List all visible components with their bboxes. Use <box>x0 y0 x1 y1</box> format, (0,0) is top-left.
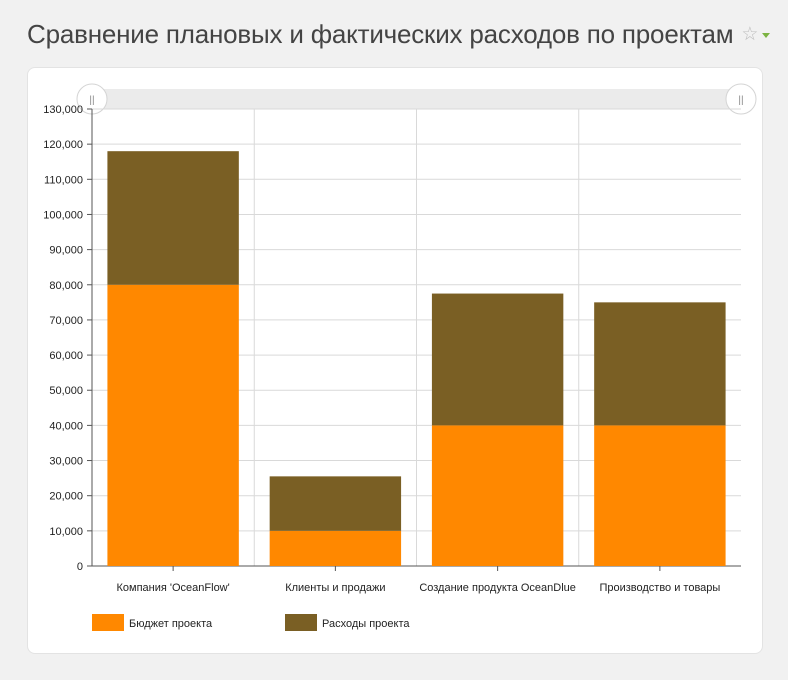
stacked-bar-chart: || || 0 10,000 20,000 30,000 40,000 50,000 60,00… <box>43 83 757 631</box>
header: Сравнение плановых и фактических расходо… <box>27 14 771 54</box>
bar-budget-0[interactable] <box>107 284 239 566</box>
bar-expenses-2[interactable] <box>431 293 564 426</box>
legend-label-expenses[interactable]: Расходы проекта <box>322 618 410 630</box>
y-tick-label: 60,000 <box>49 350 83 362</box>
chart-card: || || 0 10,000 20,000 30,000 40,000 50,000 60,00… <box>27 67 763 654</box>
y-tick-label: 20,000 <box>49 491 83 503</box>
favorite-star-icon[interactable]: ☆ <box>741 23 759 45</box>
page-title: Сравнение плановых и фактических расходо… <box>27 18 734 49</box>
bar-budget-3[interactable] <box>594 425 726 566</box>
bar-expenses-0[interactable] <box>107 151 239 285</box>
y-tick-label: 120,000 <box>43 139 83 151</box>
legend-swatch-expenses[interactable] <box>285 614 317 631</box>
bar-budget-2[interactable] <box>431 425 564 566</box>
x-category-label: Клиенты и продажи <box>285 582 385 594</box>
x-category-label: Создание продукта OceanDlue <box>419 582 576 594</box>
range-handle-left-grip: || <box>89 95 94 106</box>
bar-budget-1[interactable] <box>269 530 402 566</box>
y-tick-label: 10,000 <box>49 526 83 538</box>
y-tick-label: 100,000 <box>43 209 83 221</box>
y-tick-label: 110,000 <box>44 174 83 186</box>
y-tick-label: 130,000 <box>43 104 83 116</box>
bar-expenses-1[interactable] <box>269 476 402 531</box>
legend-label-budget[interactable]: Бюджет проекта <box>129 618 213 630</box>
y-tick-label: 80,000 <box>49 280 83 292</box>
y-tick-label: 70,000 <box>49 315 83 327</box>
y-tick-label: 40,000 <box>49 420 83 432</box>
legend-swatch-budget[interactable] <box>92 614 124 631</box>
range-scroll-track[interactable] <box>92 89 741 109</box>
y-tick-label: 50,000 <box>49 385 83 397</box>
bar-expenses-3[interactable] <box>594 302 726 426</box>
range-handle-right[interactable] <box>725 83 757 115</box>
x-category-label: Производство и товары <box>599 582 720 594</box>
range-handle-right-grip: || <box>738 95 743 106</box>
y-tick-label: 0 <box>77 561 83 573</box>
y-tick-label: 90,000 <box>49 245 83 257</box>
x-category-label: Компания 'OceanFlow' <box>117 582 230 594</box>
dropdown-caret-icon[interactable] <box>762 32 771 38</box>
y-tick-label: 30,000 <box>49 456 83 468</box>
